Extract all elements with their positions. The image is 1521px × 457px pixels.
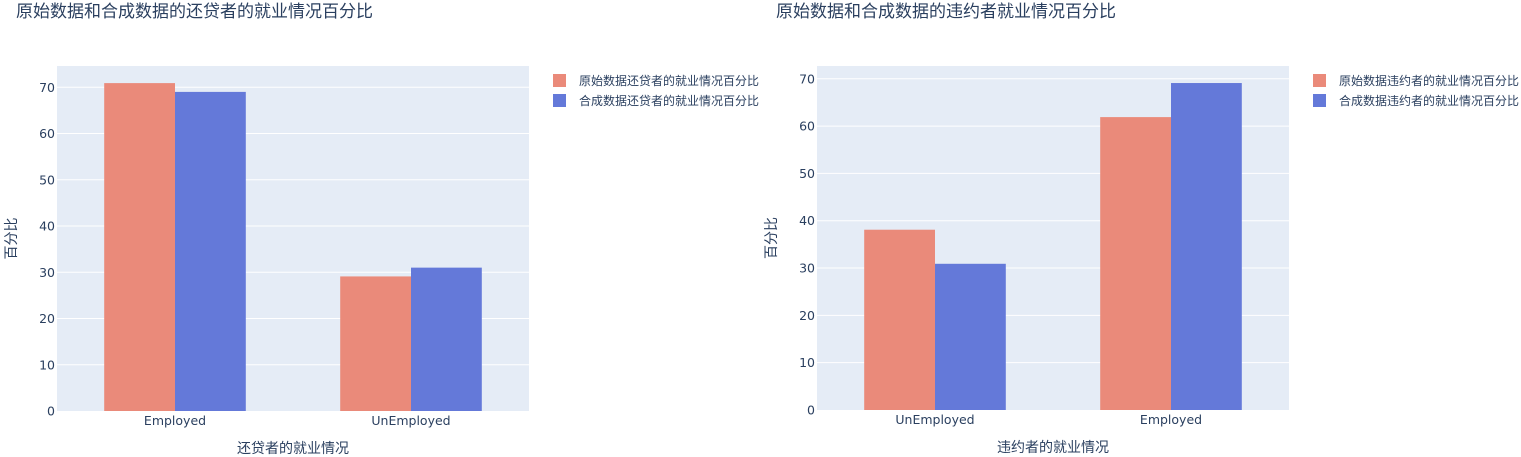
bar [340,276,411,411]
bar [1171,83,1242,410]
y-tick-label: 0 [47,404,55,419]
y-tick-label: 40 [799,213,815,228]
y-tick-label: 20 [39,311,55,326]
legend-label: 合成数据违约者的就业情况百分比 [1339,93,1519,108]
y-tick-label: 60 [799,119,815,134]
legend-swatch [553,74,566,87]
chart-employment-repayers: 原始数据和合成数据的还贷者的就业情况百分比 0 10 20 30 40 50 60 70 Empl… [0,0,760,457]
y-tick-label: 70 [39,80,55,95]
x-axis-title: 还贷者的就业情况 [237,441,349,457]
bar [104,83,175,411]
legend-swatch [553,94,566,107]
bar [1100,117,1171,411]
chart-title: 原始数据和合成数据的还贷者的就业情况百分比 [16,2,373,22]
bar [864,229,935,410]
y-tick-label: 20 [799,308,815,323]
legend-swatch [1313,74,1326,87]
y-tick-label: 10 [799,355,815,370]
bar [935,263,1006,410]
y-axis-title: 百分比 [4,218,20,260]
x-tick-label: Employed [144,413,206,428]
x-tick-label: UnEmployed [371,413,450,428]
y-tick-label: 50 [799,166,815,181]
y-axis-title: 百分比 [764,217,780,259]
y-tick-label: 30 [799,261,815,276]
legend-swatch [1313,94,1326,107]
y-tick-label: 70 [799,71,815,86]
y-tick-label: 60 [39,126,55,141]
bar [175,91,246,411]
y-tick-label: 0 [807,403,815,418]
bar [411,267,482,411]
chart-title: 原始数据和合成数据的违约者就业情况百分比 [776,2,1116,22]
legend-label: 合成数据还贷者的就业情况百分比 [579,93,759,108]
chart-svg: 原始数据和合成数据的还贷者的就业情况百分比 0 10 20 30 40 50 60 70 Empl… [4,2,759,457]
chart-svg: 原始数据和合成数据的违约者就业情况百分比 0 10 20 30 40 50 60 70 UnEmp… [764,2,1519,456]
x-tick-label: UnEmployed [895,412,974,427]
y-tick-label: 50 [39,172,55,187]
x-axis-title: 违约者的就业情况 [997,440,1109,456]
chart-employment-defaulters: 原始数据和合成数据的违约者就业情况百分比 0 10 20 30 40 50 60 70 UnEmp… [760,0,1521,457]
y-tick-label: 40 [39,219,55,234]
legend-label: 原始数据违约者的就业情况百分比 [1339,73,1519,88]
y-tick-label: 30 [39,265,55,280]
y-tick-label: 10 [39,357,55,372]
legend-label: 原始数据还贷者的就业情况百分比 [579,73,759,88]
x-tick-label: Employed [1140,412,1202,427]
